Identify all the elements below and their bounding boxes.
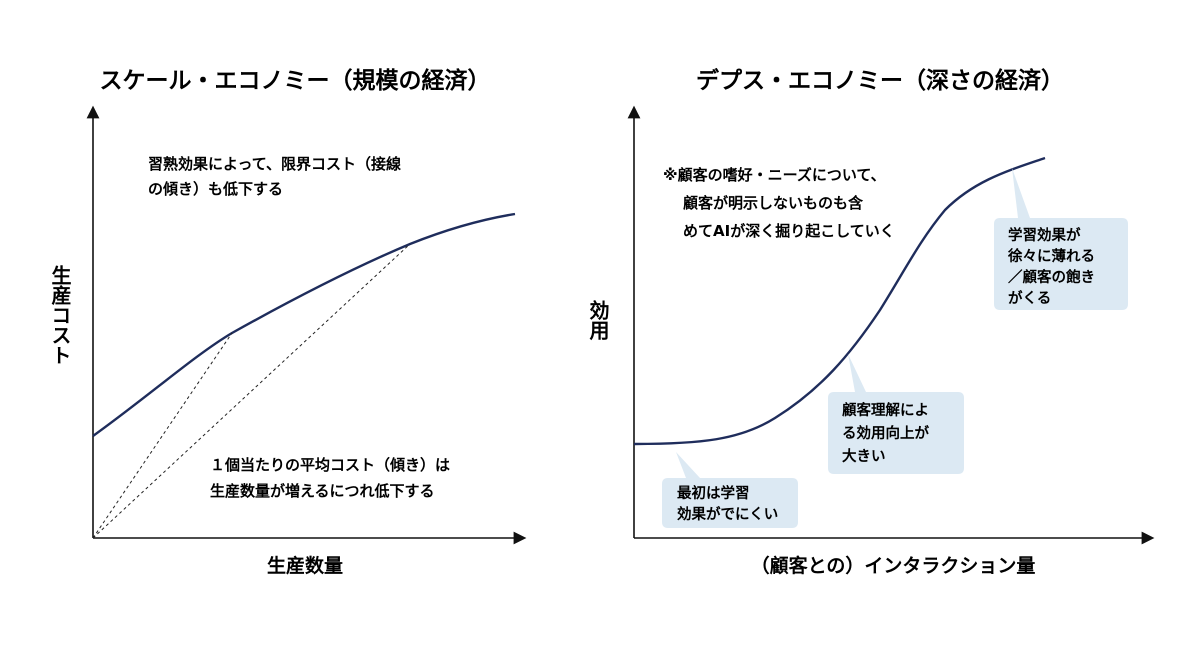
left-y-label: 生産コスト xyxy=(48,265,72,365)
callout-early-learning: 最初は学習 効果がでにくい xyxy=(662,452,798,528)
depth-economy-diagram: デプス・エコノミー（深さの経済） 効用 （顧客との）インタラクション量 ※顧客の… xyxy=(586,67,1155,577)
left-title: スケール・エコノミー（規模の経済） xyxy=(100,67,491,94)
average-cost-line-1 xyxy=(92,332,233,539)
scale-economy-diagram: スケール・エコノミー（規模の経済） 生産コスト 生産数量 習熟効果によって、限界… xyxy=(48,67,527,577)
right-title: デプス・エコノミー（深さの経済） xyxy=(696,67,1064,94)
right-x-label: （顧客との）インタラクション量 xyxy=(751,554,1036,577)
note-ai-insight: ※顧客の嗜好・ニーズについて、 顧客が明示しないものも含 めてAIが深く掘り起こ… xyxy=(663,166,895,240)
callout-diminishing-returns: 学習効果が 徐々に薄れる ／顧客の飽き がくる xyxy=(994,168,1128,310)
cost-curve xyxy=(92,212,516,437)
right-y-label: 効用 xyxy=(586,299,610,341)
callout-customer-understanding: 顧客理解によ る効用向上が 大きい xyxy=(828,354,964,474)
utility-curve xyxy=(633,156,1046,446)
svg-text:最初は学習 効果がでにくい: 最初は学習 効果がでにくい xyxy=(677,484,778,523)
average-cost-line-2 xyxy=(92,243,411,539)
svg-text:学習効果が 徐々に薄れる ／: 学習効果が 徐々に薄れる ／顧客の飽き がくる xyxy=(1007,226,1100,307)
svg-text:顧客理解によ る効用向上が: 顧客理解によ る効用向上が 大きい xyxy=(842,401,934,465)
left-x-label: 生産数量 xyxy=(267,554,343,577)
annotation-average-cost: １個当たりの平均コスト（傾き）は 生産数量が増えるにつれ低下する xyxy=(210,456,455,500)
annotation-marginal-cost: 習熟効果によって、限界コスト（接線 の傾き）も低下する xyxy=(148,155,406,198)
